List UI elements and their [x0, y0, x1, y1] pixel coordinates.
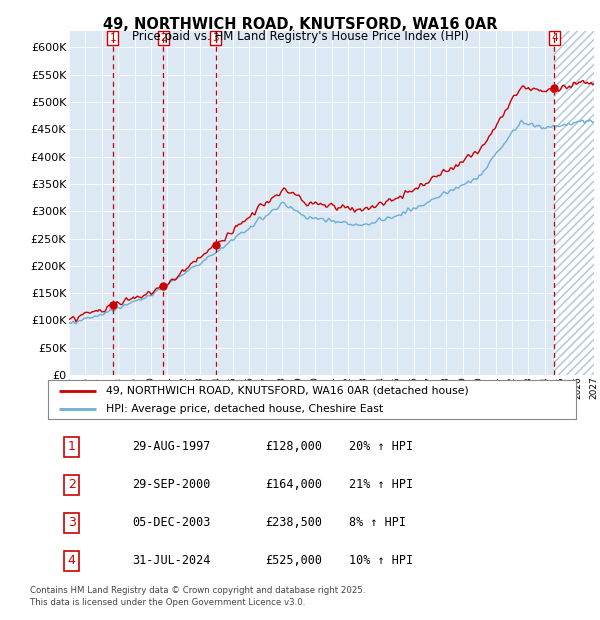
Text: 4: 4 [551, 33, 557, 43]
Text: 2: 2 [160, 33, 167, 43]
Text: 49, NORTHWICH ROAD, KNUTSFORD, WA16 0AR: 49, NORTHWICH ROAD, KNUTSFORD, WA16 0AR [103, 17, 497, 32]
Text: 1: 1 [109, 33, 116, 43]
Text: 29-AUG-1997: 29-AUG-1997 [133, 440, 211, 453]
Text: This data is licensed under the Open Government Licence v3.0.: This data is licensed under the Open Gov… [30, 598, 305, 608]
Text: 49, NORTHWICH ROAD, KNUTSFORD, WA16 0AR (detached house): 49, NORTHWICH ROAD, KNUTSFORD, WA16 0AR … [106, 386, 469, 396]
Text: 20% ↑ HPI: 20% ↑ HPI [349, 440, 413, 453]
Text: 3: 3 [212, 33, 219, 43]
Text: 10% ↑ HPI: 10% ↑ HPI [349, 554, 413, 567]
Text: £525,000: £525,000 [266, 554, 323, 567]
Text: 3: 3 [68, 516, 76, 529]
Text: 8% ↑ HPI: 8% ↑ HPI [349, 516, 406, 529]
Text: 29-SEP-2000: 29-SEP-2000 [133, 479, 211, 491]
Text: Price paid vs. HM Land Registry's House Price Index (HPI): Price paid vs. HM Land Registry's House … [131, 30, 469, 43]
Text: 1: 1 [68, 440, 76, 453]
Text: £128,000: £128,000 [266, 440, 323, 453]
Text: 21% ↑ HPI: 21% ↑ HPI [349, 479, 413, 491]
Text: £164,000: £164,000 [266, 479, 323, 491]
Text: Contains HM Land Registry data © Crown copyright and database right 2025.: Contains HM Land Registry data © Crown c… [30, 586, 365, 595]
Text: 2: 2 [68, 479, 76, 491]
Text: 31-JUL-2024: 31-JUL-2024 [133, 554, 211, 567]
Text: £238,500: £238,500 [266, 516, 323, 529]
Text: 05-DEC-2003: 05-DEC-2003 [133, 516, 211, 529]
Text: 4: 4 [68, 554, 76, 567]
Bar [554, 31, 594, 375]
Text: HPI: Average price, detached house, Cheshire East: HPI: Average price, detached house, Ches… [106, 404, 383, 414]
